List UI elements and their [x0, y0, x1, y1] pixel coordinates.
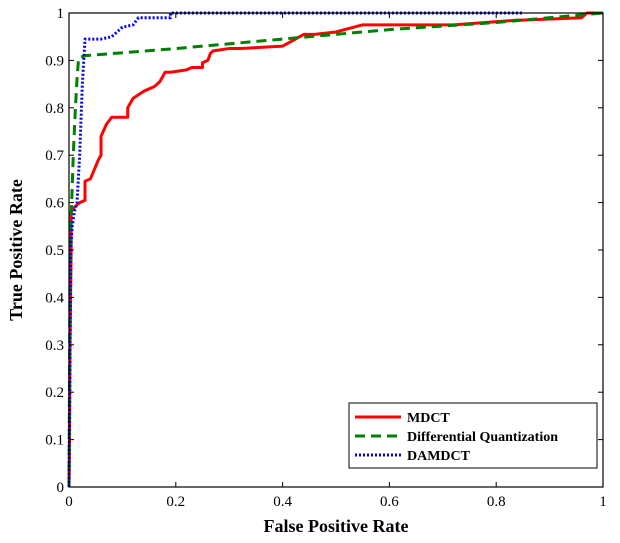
y-tick-label: 0: [57, 480, 65, 496]
x-tick-label: 0.6: [380, 494, 399, 510]
y-tick-label: 0.1: [45, 433, 64, 449]
x-tick-label: 0: [65, 494, 73, 510]
legend-label: MDCT: [407, 411, 450, 426]
y-tick-label: 0.4: [45, 290, 64, 306]
x-tick-label: 1: [599, 494, 607, 510]
x-tick-label: 0.8: [487, 494, 506, 510]
x-axis-label: False Positive Rate: [264, 516, 409, 536]
series-layer: [67, 11, 604, 488]
legend-label: Differential Quantization: [407, 430, 558, 445]
ticks-layer: 0 0.2 0.4 0.6 0.8 1 0 0.1 0.2 0.3 0.4 0.5 0.6 0.7 0.8 0…: [45, 6, 607, 510]
y-tick-label: 0.3: [45, 338, 64, 354]
series-line-damdct: [67, 11, 523, 488]
y-tick-label: 0.5: [45, 243, 64, 259]
legend: MDCT Differential Quantization DAMDCT: [348, 402, 598, 469]
y-tick-label: 0.6: [45, 196, 64, 212]
y-tick-label: 0.8: [45, 101, 64, 117]
series-line-mdct: [67, 11, 603, 488]
y-tick-label: 0.2: [45, 385, 64, 401]
y-axis-label: True Positive Rate: [6, 179, 26, 321]
y-tick-label: 1: [57, 6, 65, 22]
legend-label: DAMDCT: [407, 449, 471, 464]
y-tick-label: 0.7: [45, 148, 64, 164]
x-tick-label: 0.2: [166, 494, 185, 510]
y-tick-label: 0.9: [45, 53, 64, 69]
x-tick-label: 0.4: [273, 494, 292, 510]
